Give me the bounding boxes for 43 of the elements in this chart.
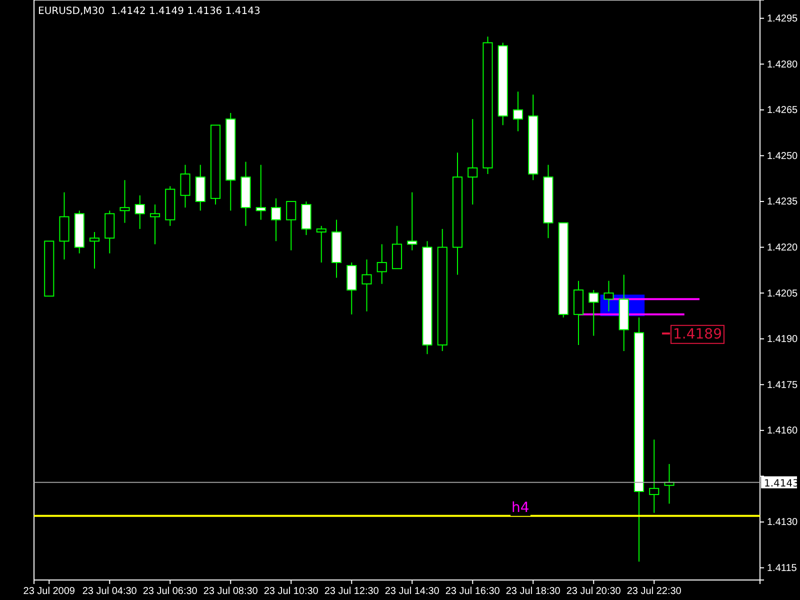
x-tick-label: 23 Jul 08:30 <box>203 586 258 598</box>
y-tick-label: 1.4115 <box>767 562 798 574</box>
candlestick <box>89 232 100 270</box>
candlestick <box>120 180 130 224</box>
x-tick-label: 23 Jul 20:30 <box>566 586 622 598</box>
x-tick-label: 23 Jul 12:30 <box>324 586 380 598</box>
candlestick <box>588 290 599 336</box>
candlestick <box>270 198 282 242</box>
x-tick-label: 23 Jul 06:30 <box>142 586 198 598</box>
candlestick <box>286 200 296 251</box>
candlestick <box>407 192 418 251</box>
x-tick-label: 23 Jul 2009 <box>23 586 76 598</box>
candlestick <box>604 280 614 312</box>
candlestick <box>134 194 145 230</box>
candlestick <box>649 439 660 514</box>
candlestick <box>150 204 160 245</box>
x-tick-label: 23 Jul 10:30 <box>264 586 319 598</box>
ref-line-label: h4 <box>512 500 530 516</box>
x-tick-label: 23 Jul 16:30 <box>445 586 500 598</box>
candlestick <box>512 91 524 132</box>
y-tick-label: 1.4175 <box>767 380 798 391</box>
candlestick <box>468 118 478 206</box>
y-tick-label: 1.4205 <box>767 288 798 300</box>
candlestick <box>256 164 266 220</box>
y-tick-label: 1.4235 <box>767 196 798 208</box>
x-tick-label: 23 Jul 04:30 <box>82 586 138 598</box>
candlestick <box>376 244 387 284</box>
y-tick-label: 1.4280 <box>767 59 798 70</box>
y-tick-label: 1.4190 <box>767 334 798 346</box>
y-tick-label: 1.4250 <box>767 150 798 162</box>
text: EURUSD,M30 1.4142 1.4149 1.4136 1.4143 <box>38 6 260 17</box>
candlestick <box>180 164 190 208</box>
y-tick-label: 1.4265 <box>767 105 798 116</box>
candlestick <box>362 258 372 312</box>
y-tick-label: 1.4220 <box>767 242 798 254</box>
x-tick-label: 23 Jul 14:30 <box>384 586 440 598</box>
y-tick-label: 1.4295 <box>767 14 798 25</box>
y-tick-label: 1.4160 <box>767 426 798 437</box>
y-tick-label: 1.4130 <box>767 517 798 528</box>
annotation: 1.4189 <box>672 326 722 342</box>
candlestick <box>316 225 326 264</box>
x-tick-label: 23 Jul 18:30 <box>506 586 561 598</box>
x-tick-label: 23 Jul 22:30 <box>626 586 682 598</box>
